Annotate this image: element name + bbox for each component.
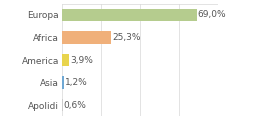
Text: 0,6%: 0,6% (64, 101, 87, 110)
Bar (62, 31, 111, 44)
Bar (62, 54, 69, 66)
Text: 25,3%: 25,3% (112, 33, 141, 42)
Text: 1,2%: 1,2% (65, 78, 88, 87)
Text: 3,9%: 3,9% (70, 55, 93, 65)
Bar (62, 99, 63, 111)
Bar (62, 76, 64, 89)
Text: 69,0%: 69,0% (198, 10, 227, 19)
Bar (62, 9, 197, 21)
